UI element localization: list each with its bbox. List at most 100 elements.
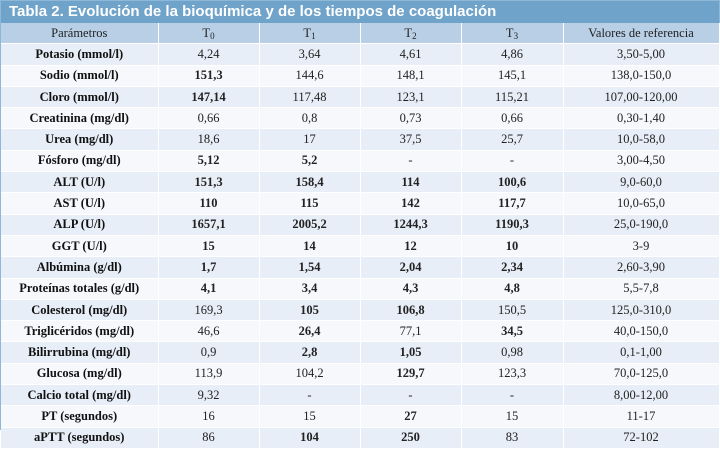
- reference-cell: 3,50-5,00: [563, 43, 720, 66]
- value-cell-t1: -: [259, 384, 361, 407]
- value-cell-t0: 16: [158, 405, 260, 428]
- header-t3: T3: [461, 23, 564, 45]
- value-cell-t2: 1244,3: [360, 214, 462, 236]
- value-cell-t1: 17: [259, 128, 361, 151]
- reference-cell: 10,0-65,0: [563, 192, 720, 215]
- value-cell-t3: 0,98: [461, 341, 564, 364]
- value-cell-t0: 113,9: [158, 363, 260, 386]
- value-cell-t2: 106,8: [360, 299, 462, 322]
- table-row: Urea (mg/dl) 18,6 17 37,5 25,7 10,0-58,0: [1, 128, 720, 151]
- parameter-cell: ALP (U/l): [1, 214, 159, 236]
- value-cell-t2: 0,73: [360, 107, 462, 130]
- value-cell-t1: 0,8: [259, 107, 361, 130]
- value-cell-t3: 15: [461, 405, 564, 428]
- header-row: Parámetros T0 T1 T2 T3 Valores de refere…: [1, 23, 720, 45]
- header-parametros: Parámetros: [1, 23, 159, 45]
- header-t2: T2: [360, 23, 462, 45]
- value-cell-t1: 3,64: [259, 43, 361, 66]
- reference-cell: 8,00-12,00: [563, 384, 720, 407]
- value-cell-t2: 1,05: [360, 341, 462, 364]
- value-cell-t1: 26,4: [259, 320, 361, 343]
- table-row: AST (U/l) 110 115 142 117,7 10,0-65,0: [1, 192, 720, 215]
- parameter-cell: PT (segundos): [1, 405, 159, 428]
- value-cell-t3: 117,7: [461, 192, 564, 215]
- value-cell-t0: 46,6: [158, 320, 260, 343]
- parameter-cell: Sodio (mmol/l): [1, 65, 159, 87]
- parameter-cell: Cloro (mmol/l): [1, 86, 159, 109]
- value-cell-t1: 3,4: [259, 278, 361, 300]
- value-cell-t0: 169,3: [158, 299, 260, 322]
- value-cell-t1: 104: [259, 427, 361, 449]
- table-row: GGT (U/l) 15 14 12 10 3-9: [1, 235, 720, 258]
- table-row: Glucosa (mg/dl) 113,9 104,2 129,7 123,3 70,0-…: [1, 363, 720, 386]
- value-cell-t2: -: [360, 150, 462, 173]
- value-cell-t2: -: [360, 384, 462, 407]
- value-cell-t1: 14: [259, 235, 361, 258]
- reference-cell: 3,00-4,50: [563, 150, 720, 173]
- value-cell-t0: 110: [158, 192, 260, 215]
- value-cell-t3: 150,5: [461, 299, 564, 322]
- value-cell-t1: 158,4: [259, 171, 361, 194]
- value-cell-t3: -: [461, 384, 564, 407]
- value-cell-t0: 4,1: [158, 278, 260, 300]
- reference-cell: 0,30-1,40: [563, 107, 720, 130]
- table-row: Calcio total (mg/dl) 9,32- - -8,00-12,00: [1, 384, 720, 407]
- value-cell-t3: 145,1: [461, 65, 564, 87]
- reference-cell: 138,0-150,0: [563, 65, 720, 87]
- value-cell-t1: 1,54: [259, 256, 361, 279]
- value-cell-t0: 151,3: [158, 65, 260, 87]
- value-cell-t3: 10: [461, 235, 564, 258]
- header-t3-label: T: [505, 25, 514, 40]
- parameter-cell: Proteínas totales (g/dl): [1, 278, 159, 300]
- value-cell-t2: 2,04: [360, 256, 462, 279]
- reference-cell: 3-9: [563, 235, 720, 258]
- value-cell-t1: 2005,2: [259, 214, 361, 236]
- value-cell-t0: 5,12: [158, 150, 260, 173]
- header-t1-sub: 1: [311, 30, 316, 41]
- value-cell-t3: -: [461, 150, 564, 173]
- parameter-cell: aPTT (segundos): [1, 427, 159, 449]
- value-cell-t0: 86: [158, 427, 260, 449]
- value-cell-t1: 117,48: [259, 86, 361, 109]
- parameter-cell: ALT (U/l): [1, 171, 159, 194]
- value-cell-t3: 100,6: [461, 171, 564, 194]
- reference-cell: 5,5-7,8: [563, 278, 720, 300]
- reference-cell: 9,0-60,0: [563, 171, 720, 194]
- value-cell-t3: 2,34: [461, 256, 564, 279]
- value-cell-t0: 18,6: [158, 128, 260, 151]
- value-cell-t0: 147,14: [158, 86, 260, 109]
- value-cell-t3: 123,3: [461, 363, 564, 386]
- value-cell-t3: 34,5: [461, 320, 564, 343]
- parameter-cell: Potasio (mmol/l): [1, 43, 159, 66]
- value-cell-t2: 37,5: [360, 128, 462, 151]
- table-row: Creatinina (mg/dl) 0,66 0,8 0,73 0,66 0,30-1,…: [1, 107, 720, 130]
- value-cell-t0: 9,32: [158, 384, 260, 407]
- value-cell-t0: 15: [158, 235, 260, 258]
- value-cell-t0: 1,7: [158, 256, 260, 279]
- value-cell-t0: 1657,1: [158, 214, 260, 236]
- header-t0: T0: [158, 23, 260, 45]
- header-reference: Valores de referencia: [563, 23, 720, 45]
- header-t1-label: T: [303, 25, 312, 40]
- value-cell-t1: 15: [259, 405, 361, 428]
- value-cell-t2: 114: [360, 171, 462, 194]
- value-cell-t1: 2,8: [259, 341, 361, 364]
- value-cell-t1: 105: [259, 299, 361, 322]
- value-cell-t2: 77,1: [360, 320, 462, 343]
- reference-cell: 10,0-58,0: [563, 128, 720, 151]
- header-t2-sub: 2: [412, 30, 417, 41]
- table-row: Colesterol (mg/dl) 169,3 105 106,8 150,5 125,…: [1, 299, 720, 322]
- value-cell-t3: 25,7: [461, 128, 564, 151]
- header-t2-label: T: [404, 25, 413, 40]
- header-t0-sub: 0: [210, 30, 215, 41]
- table-row: Fósforo (mg/dl) 5,12 5,2- -3,00-4,50: [1, 150, 720, 173]
- parameter-cell: Calcio total (mg/dl): [1, 384, 159, 407]
- value-cell-t2: 129,7: [360, 363, 462, 386]
- value-cell-t0: 0,66: [158, 107, 260, 130]
- parameter-cell: Bilirrubina (mg/dl): [1, 341, 159, 364]
- parameter-cell: GGT (U/l): [1, 235, 159, 258]
- header-t3-sub: 3: [513, 30, 519, 41]
- value-cell-t3: 4,8: [461, 278, 564, 300]
- value-cell-t2: 250: [360, 427, 462, 449]
- value-cell-t2: 12: [360, 235, 462, 258]
